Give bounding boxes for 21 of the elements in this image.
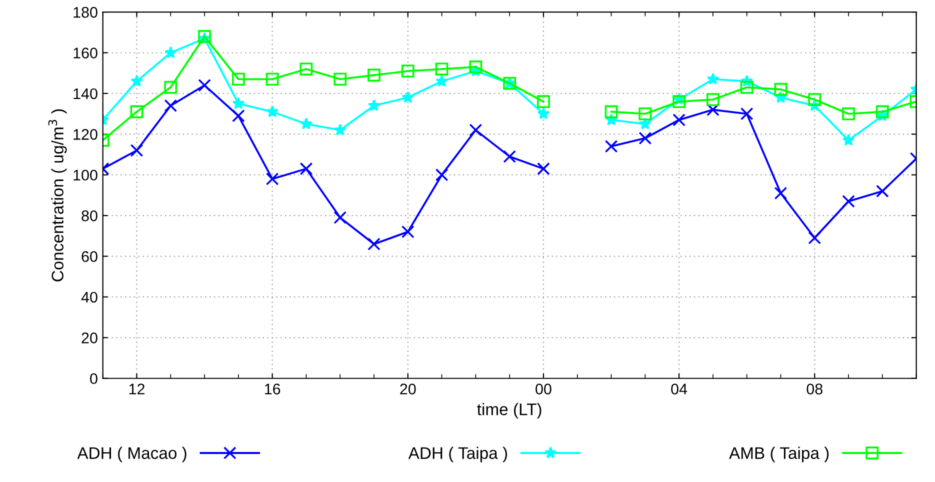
y-axis-title: Concentration ( ug/m$^{3}$ ) [48,109,67,282]
x-tick-label: 08 [806,384,822,394]
y-tick-label: 40 [81,292,98,303]
x-tick-label: 00 [536,384,552,394]
legend-label: ADH ( Macao ) [77,446,186,462]
y-tick-label: 20 [82,332,98,344]
x-tick-label: 16 [264,384,280,394]
legend-label: ADH ( Taipa ) [408,446,508,462]
y-tick-label: 140 [74,88,98,100]
x-tick-label: 20 [400,384,416,394]
x-tick-label: 12 [129,384,144,394]
x-tick-label: 04 [671,384,688,394]
y-tick-label: 0 [90,373,98,384]
y-tick-label: 100 [74,170,98,181]
y-tick-label: 180 [74,6,98,18]
y-tick-label: 60 [82,251,98,262]
y-tick-label: 160 [74,48,98,58]
x-axis-title: time (LT) [477,403,542,419]
y-tick-label: 80 [82,210,98,222]
legend-label: AMB ( Taipa ) [729,446,829,462]
y-tick-label: 120 [74,129,98,140]
